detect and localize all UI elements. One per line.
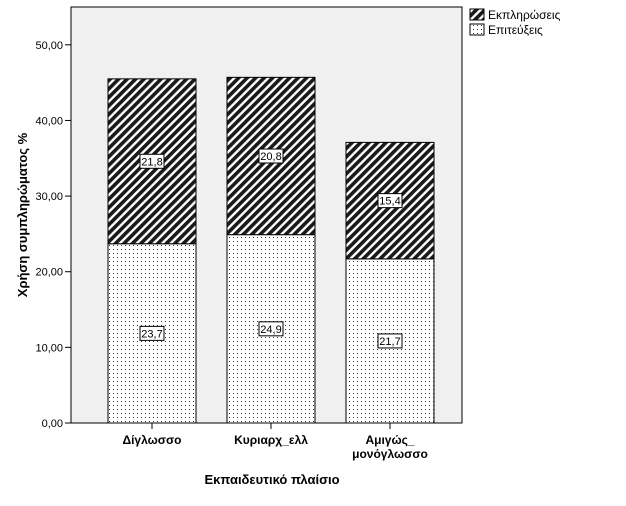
y-tick-label: 50,00 [35,40,63,52]
x-tick-label: Κυριαρχ_ελλ [234,433,308,447]
y-tick-label: 20,00 [35,267,63,279]
bar-series-group: 23,7 21,8 24,9 20,8 21,7 15,4 [107,76,435,424]
data-label: 24,9 [260,324,281,336]
data-label: 21,8 [141,156,162,168]
data-label-box [377,333,403,349]
data-label-box [139,153,165,169]
y-tick-label: 10,00 [35,342,63,354]
data-label-box [258,148,284,164]
x-tick-label: μονόγλωσσο [352,447,428,461]
x-tick-label: Δίγλωσσο [122,433,181,447]
x-axis-title: Εκπαιδευτικό πλαίσιο [204,472,339,487]
data-label: 21,7 [379,336,400,348]
y-tick-label: 0,00 [42,418,63,430]
y-axis: 0,00 10,00 20,00 30,00 40,00 50,00 [35,40,71,430]
data-label-box [377,193,403,209]
data-label-box [139,325,165,341]
legend-swatch [469,8,485,21]
legend-swatch [469,23,485,36]
data-label: 20,8 [260,151,281,163]
data-label: 23,7 [141,328,162,340]
x-axis: Δίγλωσσο Κυριαρχ_ελλ Αμιγώς_μονόγλωσσο [122,423,428,461]
x-tick-label: Αμιγώς_ [365,433,414,447]
y-tick-label: 40,00 [35,115,63,127]
legend-label: Επιτεύξεις [488,23,543,37]
data-label: 15,4 [379,196,400,208]
data-label-box [258,321,284,337]
legend-label: Εκπληρώσεις [488,8,561,22]
y-tick-label: 30,00 [35,191,63,203]
y-axis-title: Χρήση συμπληρώματος % [15,132,30,297]
